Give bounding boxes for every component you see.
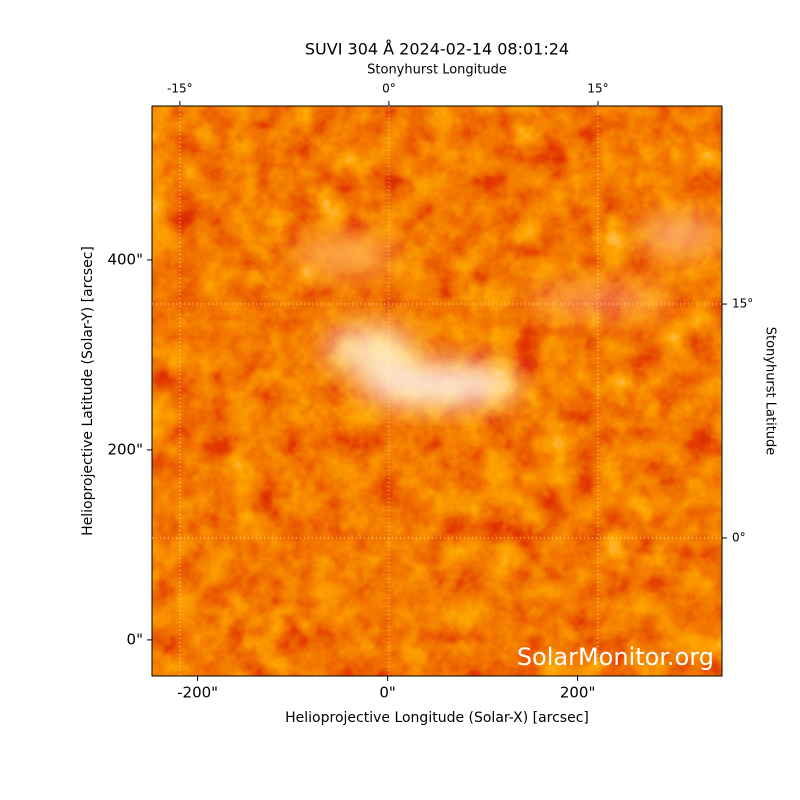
y-tick-label: 0" (127, 630, 143, 648)
x2-tick-label: 0° (382, 82, 396, 96)
y-axis-label: Helioprojective Latitude (Solar-Y) [arcs… (80, 246, 96, 536)
y-tick-label: 400" (107, 250, 143, 268)
x2-tick-label: 15° (587, 82, 608, 96)
x2-axis-label: Stonyhurst Longitude (367, 63, 507, 78)
x-tick-label: 200" (560, 684, 596, 702)
y-tick-label: 200" (107, 440, 143, 458)
y2-tick-label: 15° (732, 297, 753, 311)
x-tick-label: 0" (379, 684, 395, 702)
chart-title: SUVI 304 Å 2024-02-14 08:01:24 (305, 40, 569, 59)
y2-tick-label: 0° (732, 530, 746, 544)
solar-image (152, 106, 722, 676)
plot-frame (151, 105, 723, 677)
x2-tick-label: -15° (167, 82, 193, 96)
y2-axis-label: Stonyhurst Latitude (763, 327, 778, 456)
x-tick-label: -200" (177, 684, 218, 702)
x-axis-label: Helioprojective Longitude (Solar-X) [arc… (285, 710, 589, 726)
watermark: SolarMonitor.org (517, 643, 714, 671)
